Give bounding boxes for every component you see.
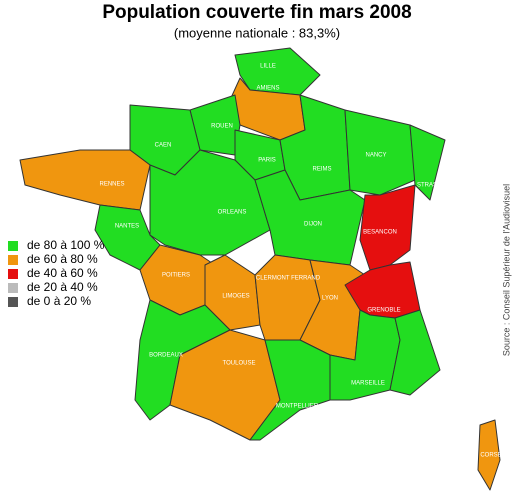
region-label: TOULOUSE: [223, 361, 256, 367]
region-label: CORSE: [480, 453, 501, 459]
region-label: DIJON: [304, 222, 322, 228]
region-label: NANCY: [365, 153, 386, 159]
region: [359, 184, 416, 271]
title: Population couverte fin mars 2008: [102, 2, 411, 23]
region: [19, 149, 151, 211]
region-label: NICE: [389, 402, 403, 408]
region-label: LILLE: [260, 64, 276, 70]
legend-label: de 80 à 100 %: [27, 238, 105, 252]
region-label: STRASBOURG: [417, 183, 459, 189]
legend-swatch: [8, 241, 18, 251]
region-label: ROUEN: [211, 124, 233, 130]
legend-label: de 40 à 60 %: [27, 266, 98, 280]
region-label: LYON: [322, 296, 338, 302]
region-label: ORLEANS: [218, 210, 247, 216]
source: Source : Conseil Supérieur de l'Audiovis…: [501, 184, 511, 356]
legend-label: de 20 à 40 %: [27, 280, 98, 294]
region-label: BESANCON: [363, 230, 397, 236]
legend-swatch: [8, 255, 18, 265]
region-label: POITIERS: [162, 273, 190, 279]
regions: LILLE AMIENS ROUEN CAEN PARIS REIMS NANCY STRAS…: [19, 47, 502, 491]
region: [344, 109, 416, 196]
region-label: CLERMONT FERRAND: [256, 276, 321, 282]
legend: de 80 à 100 %de 60 à 80 %de 40 à 60 %de …: [8, 238, 105, 308]
legend-label: de 0 à 20 %: [27, 294, 91, 308]
region-label: REIMS: [312, 167, 331, 173]
region: [249, 339, 331, 441]
region: [389, 309, 441, 396]
region-label: NANTES: [115, 224, 139, 230]
legend-label: de 60 à 80 %: [27, 252, 98, 266]
region-label: PARIS: [258, 158, 276, 164]
region: [477, 419, 501, 491]
region-label: BORDEAUX: [149, 353, 183, 359]
region-label: CAEN: [155, 143, 172, 149]
legend-swatch: [8, 297, 18, 307]
region-label: RENNES: [99, 182, 124, 188]
region-label: MARSEILLE: [351, 381, 385, 387]
region: [409, 124, 446, 201]
region-label: LIMOGES: [222, 294, 249, 300]
region-label: GRENOBLE: [367, 308, 400, 314]
subtitle: (moyenne nationale : 83,3%): [174, 25, 340, 40]
region-label: MONTPELLIER: [276, 404, 319, 410]
region-label: AMIENS: [256, 86, 279, 92]
legend-swatch: [8, 283, 18, 293]
legend-swatch: [8, 269, 18, 279]
region: [254, 169, 366, 266]
